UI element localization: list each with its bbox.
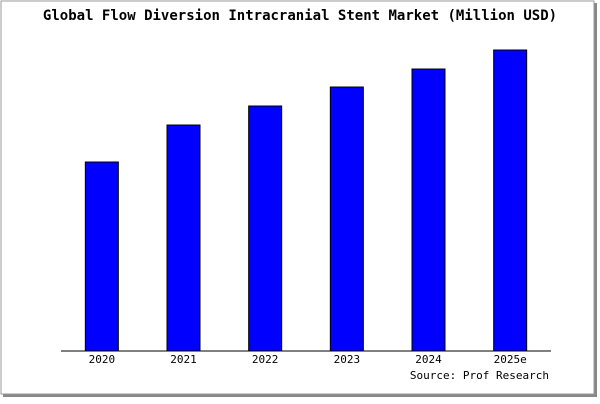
bar xyxy=(329,86,364,352)
x-tick-label: 2025e xyxy=(494,353,527,366)
x-tick-label: 2023 xyxy=(334,353,361,366)
x-tick-label: 2020 xyxy=(89,353,116,366)
bar xyxy=(411,68,446,352)
bar xyxy=(493,49,528,352)
x-tick-label: 2022 xyxy=(252,353,279,366)
x-tick-label: 2024 xyxy=(415,353,442,366)
bar xyxy=(166,124,201,352)
x-tick-label: 2021 xyxy=(170,353,197,366)
bar xyxy=(84,161,119,352)
source-note: Source: Prof Research xyxy=(410,369,549,382)
bar xyxy=(248,105,283,352)
chart-title: Global Flow Diversion Intracranial Stent… xyxy=(43,8,557,24)
